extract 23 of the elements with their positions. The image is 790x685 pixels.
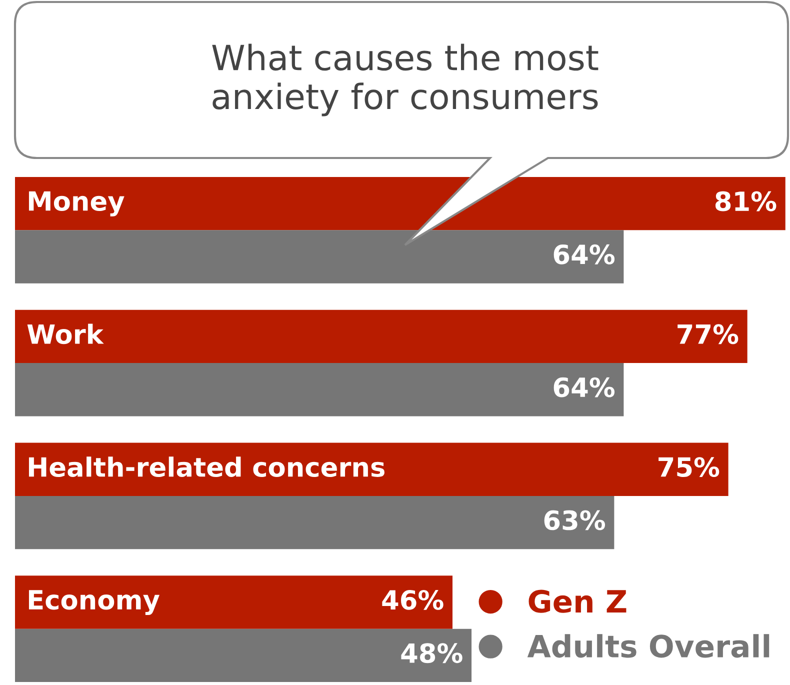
bar	[15, 442, 728, 496]
bar	[15, 496, 614, 550]
data-label: 48%	[401, 643, 462, 664]
chart-title: What causes the most anxiety for consumers	[212, 44, 598, 116]
y-tick-label: Health-related concerns	[28, 456, 384, 478]
bar	[15, 230, 624, 284]
bar	[15, 576, 452, 629]
data-label: 75%	[658, 457, 720, 478]
bar	[15, 177, 786, 230]
y-tick-label: Work	[27, 324, 104, 344]
legend-label: Gen Z	[528, 590, 626, 613]
data-label: 81%	[715, 191, 776, 212]
bar	[15, 628, 472, 682]
data-label: 64%	[554, 244, 615, 264]
y-tick-label: Money	[28, 191, 124, 216]
data-label: 63%	[544, 510, 606, 530]
bar	[15, 363, 624, 416]
bar	[15, 310, 748, 364]
legend-label: Adults Overall	[527, 634, 770, 658]
data-label: 77%	[678, 324, 738, 344]
data-label: 46%	[382, 590, 444, 610]
y-tick-label: Economy	[28, 590, 160, 616]
data-label: 64%	[554, 377, 615, 398]
